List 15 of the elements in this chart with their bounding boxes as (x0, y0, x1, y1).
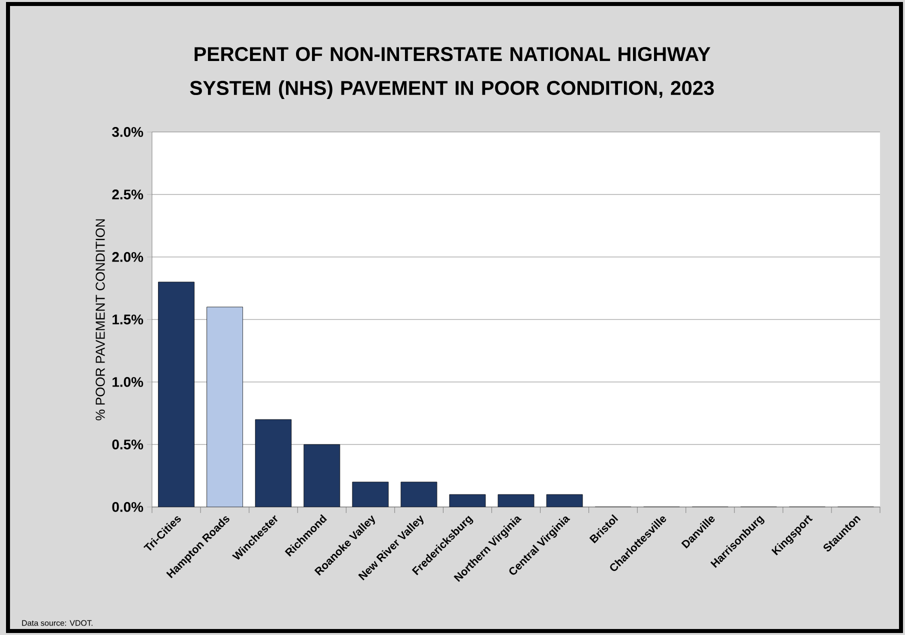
y-tick-label: 0.5% (112, 440, 144, 450)
y-tick-label: 1.5% (112, 314, 144, 324)
bar (206, 306, 244, 507)
bar (449, 494, 486, 507)
y-tick-label: 3.0% (112, 127, 144, 137)
bar (158, 282, 194, 507)
bar (352, 482, 389, 507)
chart-title: PERCENT OF NON-INTERSTATE NATIONAL HIGHWAY SYSTEM (NHS) PAVEMENT IN POOR CONDITION, 2023 (190, 47, 714, 99)
y-tick-label: 2.0% (112, 252, 144, 262)
y-tick-label: 0.0% (112, 502, 144, 512)
y-tick-label: 2.5% (112, 190, 144, 200)
bar (255, 419, 292, 507)
bar (546, 494, 583, 507)
y-axis-title: % POOR PAVEMENT CONDITION (96, 219, 105, 420)
y-tick-label: 1.0% (112, 377, 144, 387)
